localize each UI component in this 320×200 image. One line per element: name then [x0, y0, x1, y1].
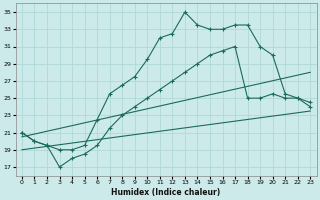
X-axis label: Humidex (Indice chaleur): Humidex (Indice chaleur)	[111, 188, 221, 197]
